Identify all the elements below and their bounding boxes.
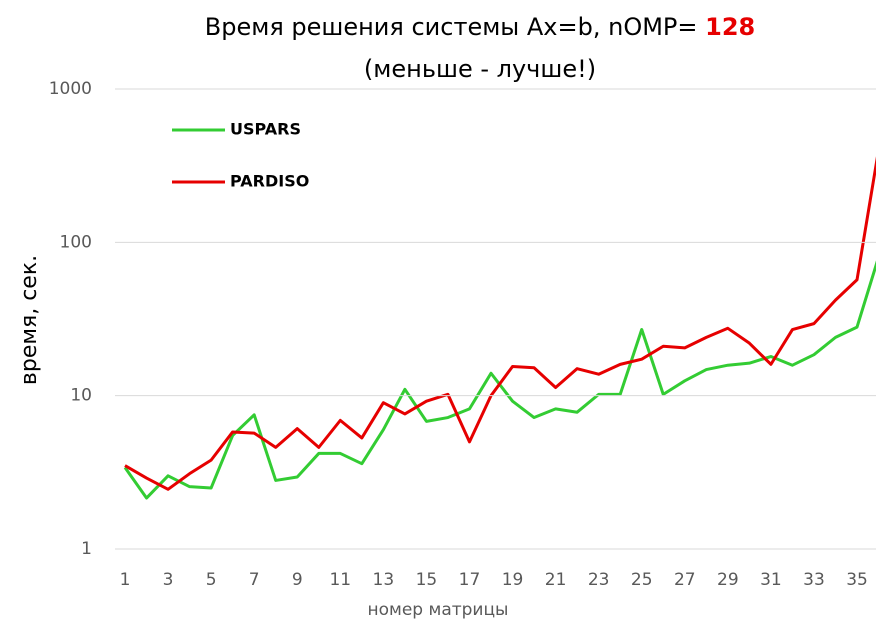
x-tick-label: 11	[329, 570, 351, 590]
data-line	[123, 260, 876, 500]
y-tick-label: 100	[60, 232, 92, 252]
chart-subtitle: (меньше - лучше!)	[364, 55, 596, 83]
x-tick-label: 25	[631, 570, 653, 590]
x-tick-label: 27	[674, 570, 696, 590]
y-tick-label: 1000	[49, 79, 92, 99]
data-line	[124, 156, 876, 491]
y-tick-label: 1	[81, 539, 92, 559]
x-tick-label: 33	[803, 570, 825, 590]
y-tick-label: 10	[70, 386, 92, 406]
x-tick-label: 1	[120, 570, 131, 590]
x-tick-label: 29	[717, 570, 739, 590]
chart-title: Время решения системы Ax=b, nOMP= 128	[205, 13, 756, 41]
x-tick-label: 3	[163, 570, 174, 590]
title-highlight: 128	[705, 13, 755, 41]
legend-label: PARDISO	[230, 172, 309, 191]
y-axis-label: время, сек.	[17, 255, 42, 385]
x-tick-label: 21	[545, 570, 567, 590]
x-tick-label: 19	[502, 570, 524, 590]
x-tick-label: 7	[249, 570, 260, 590]
x-axis-label: номер матрицы	[368, 600, 509, 620]
x-tick-label: 35	[846, 570, 868, 590]
title-text: Время решения системы Ax=b, nOMP=	[205, 13, 698, 41]
x-tick-label: 5	[206, 570, 217, 590]
x-tick-label: 9	[292, 570, 303, 590]
legend-label: USPARS	[230, 120, 301, 139]
x-tick-label: 17	[459, 570, 481, 590]
x-tick-label: 23	[588, 570, 610, 590]
plot-area	[123, 156, 876, 500]
x-tick-label: 31	[760, 570, 782, 590]
x-tick-label: 15	[416, 570, 438, 590]
x-tick-label: 13	[373, 570, 395, 590]
